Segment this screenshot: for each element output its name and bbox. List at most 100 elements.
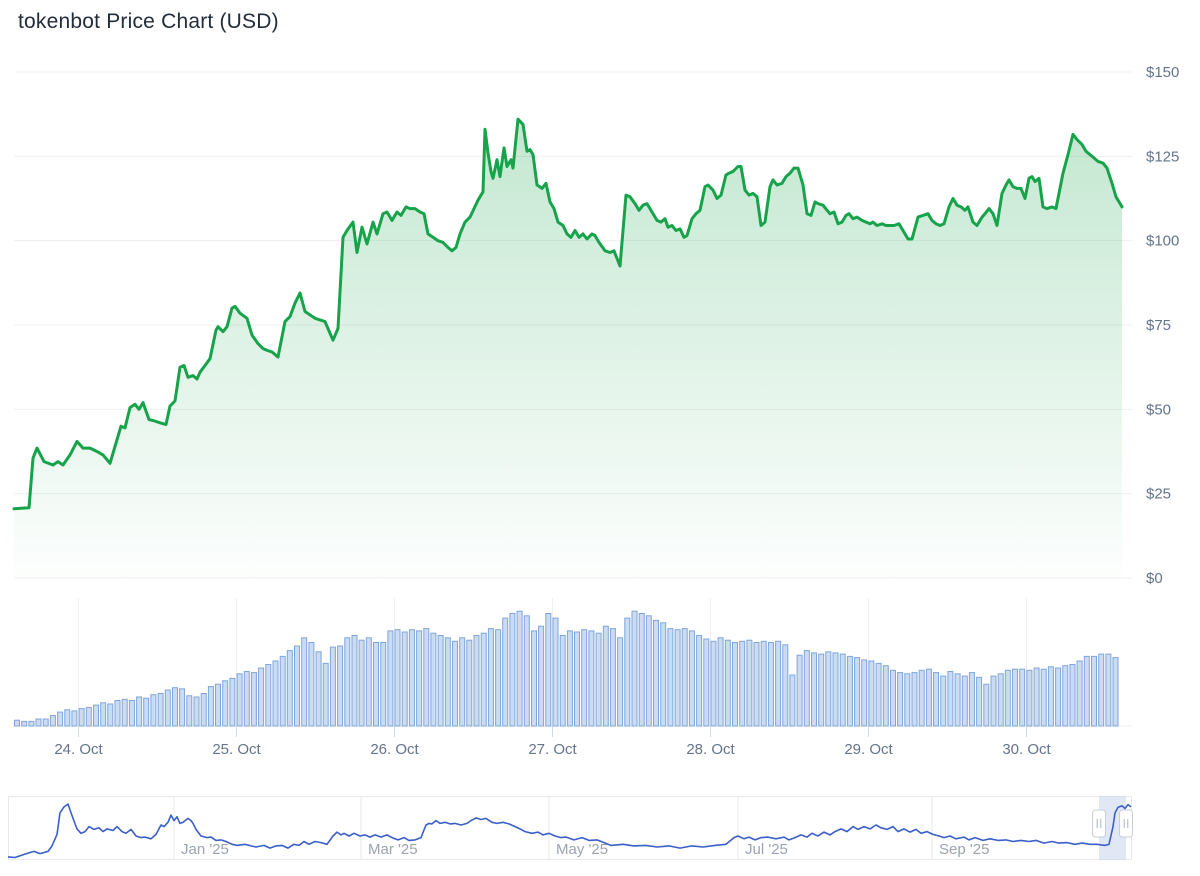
volume-bar [416,630,423,727]
volume-bar [875,662,882,727]
volume-bar [473,635,480,727]
volume-bar [925,668,932,727]
chart-title: tokenbot Price Chart (USD) [18,10,279,33]
volume-bar [531,630,537,727]
volume-bar [710,640,717,727]
volume-bar [452,640,458,727]
volume-bar [681,628,688,727]
volume-bar [229,677,236,727]
volume-pane [14,598,1132,727]
volume-bar [890,669,896,727]
volume-bar [696,635,703,727]
volume-bar [1069,664,1076,727]
volume-bar [487,628,494,727]
volume-bar [71,710,78,727]
volume-bar [186,695,193,727]
volume-bar [423,628,430,727]
x-axis-label: 28. Oct [686,741,735,758]
volume-bar [782,644,789,727]
navigator-label: Sep '25 [939,841,989,858]
price-area-fill [14,119,1122,578]
volume-bar [430,632,437,727]
volume-bar [57,711,64,727]
volume-bar [832,652,839,727]
volume-bar [444,637,451,727]
volume-bar [609,628,616,727]
volume-bar [803,650,810,727]
volume-bar [631,610,638,727]
volume-bar [825,651,832,727]
volume-bar [21,720,28,727]
volume-bar [595,632,602,727]
volume-bar [1098,653,1105,727]
volume-bar [753,642,760,727]
volume-bar [466,639,473,727]
volume-bar [365,637,372,727]
volume-bar [1040,668,1047,727]
volume-bar [495,629,502,727]
range-navigator[interactable]: Jan '25 Mar '25 May '25 Jul '25 Sep '25 [7,796,1133,860]
volume-bar [408,629,415,727]
y-axis-labels: $150 $125 $100 $75 $50 $25 $0 [1146,64,1179,587]
volume-bar [1091,655,1097,727]
volume-bar [322,662,329,727]
volume-bar [394,629,401,727]
left-range-handle[interactable] [1092,809,1106,838]
right-range-handle[interactable] [1119,809,1133,838]
volume-bar [14,719,20,727]
volume-bar [107,703,114,727]
volume-bar [552,617,559,727]
volume-bar [617,637,624,727]
volume-bar [624,617,631,727]
volume-bar [990,675,997,727]
volume-bar [933,672,939,727]
volume-bar [193,696,200,727]
volume-bar [983,683,990,727]
volume-bar [480,632,487,727]
y-axis-label: $0 [1146,570,1163,587]
x-axis-labels: 24. Oct 25. Oct 26. Oct 27. Oct 28. Oct 29. O… [54,741,1051,758]
volume-bar [1083,655,1090,727]
volume-bar [128,700,135,727]
volume-bar [258,667,265,727]
y-axis-label: $25 [1146,486,1171,503]
volume-bar [1012,668,1018,727]
volume-bar [100,702,107,727]
volume-plot-hover-area[interactable] [14,598,1132,726]
volume-bar [839,653,846,727]
volume-bar [265,664,272,727]
volume-bar [380,642,387,727]
navigator-label: Jan '25 [181,841,229,858]
volume-bar [882,665,889,727]
volume-bar [904,673,911,727]
volume-bar [732,642,738,727]
volume-bar [143,697,150,727]
volume-bar [358,639,365,727]
volume-bar [818,653,825,727]
volume-bar [739,640,746,727]
volume-bar [868,660,875,727]
volume-bar [516,610,523,727]
y-axis-label: $50 [1146,401,1171,418]
left-range-handle[interactable] [1092,809,1106,838]
volume-bar [222,680,229,727]
volume-bar [861,659,868,727]
navigator-track[interactable] [9,797,1132,860]
navigator-label: Mar '25 [368,841,418,858]
volume-bar [373,642,379,727]
x-axis-label: 26. Oct [370,741,419,758]
volume-bar [545,613,552,727]
right-range-handle[interactable] [1119,809,1133,838]
volume-bar [918,669,925,727]
volume-bar [767,642,774,727]
volume-bar [653,619,659,727]
volume-bar [523,615,530,727]
price-plot-hover-area[interactable] [14,64,1132,578]
volume-bar [559,635,566,727]
volume-bar [150,694,157,727]
volume-bar [28,720,35,727]
volume-bar [286,650,293,727]
volume-bar [337,645,344,727]
volume-bar [200,693,207,727]
